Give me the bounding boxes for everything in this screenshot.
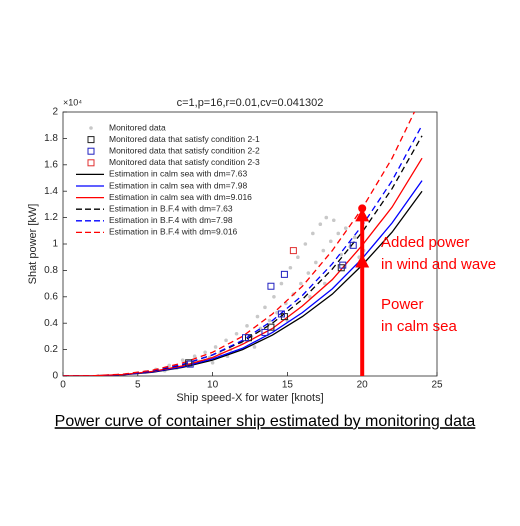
legend-label: Estimation in calm sea with dm=7.98 <box>109 180 247 190</box>
y-tick-label: 1.2 <box>44 212 58 223</box>
x-tick-label: 10 <box>207 380 219 391</box>
legend-label: Estimation in B.F.4 with dm=9.016 <box>109 227 238 237</box>
data-point <box>252 345 257 349</box>
condition-point <box>277 310 285 318</box>
data-point <box>331 218 336 223</box>
data-point <box>336 231 341 236</box>
data-point <box>272 295 276 299</box>
data-point <box>234 331 239 336</box>
x-tick-label: 0 <box>60 380 66 391</box>
data-point <box>275 310 279 315</box>
y-tick-label: 0.8 <box>44 265 58 276</box>
legend-label: Estimation in calm sea with dm=7.63 <box>109 169 247 179</box>
point-dot <box>358 258 367 267</box>
data-point <box>352 235 357 240</box>
estimation-line <box>63 135 423 376</box>
y-tick-label: 0 <box>52 371 58 382</box>
data-point <box>296 255 300 259</box>
annotation: Added power <box>381 234 469 251</box>
data-point <box>318 222 323 226</box>
legend-swatch <box>87 147 95 155</box>
y-tick-label: 1.6 <box>44 159 58 170</box>
data-point <box>279 281 284 286</box>
y-tick-label: 1.4 <box>44 186 58 197</box>
y-tick-label: 0.2 <box>44 344 58 355</box>
condition-point <box>267 282 275 290</box>
data-point <box>308 295 312 299</box>
condition-point <box>280 270 288 278</box>
data-point <box>314 260 318 265</box>
y-axis-label: Shat power [kW] <box>27 204 39 285</box>
annotation: in wind and wave <box>381 256 496 273</box>
data-point <box>324 215 329 220</box>
annotation: Power <box>381 296 424 313</box>
legend-label: Monitored data that satisfy condition 2-… <box>109 145 260 155</box>
data-point <box>203 350 207 355</box>
legend-label: Estimation in B.F.4 with dm=7.63 <box>109 203 233 213</box>
data-point <box>357 255 362 259</box>
chart-title: c=1,p=16,r=0.01,cv=0.041302 <box>177 97 324 109</box>
legend-label: Estimation in B.F.4 with dm=7.98 <box>109 215 233 225</box>
data-point <box>339 252 344 257</box>
annotation: in calm sea <box>381 318 458 335</box>
data-point <box>210 361 215 365</box>
condition-point <box>186 360 194 368</box>
point-dot <box>358 204 367 213</box>
condition-point <box>349 241 357 249</box>
data-point <box>299 281 303 286</box>
x-tick-label: 20 <box>357 380 369 391</box>
x-tick-label: 25 <box>431 380 443 391</box>
data-point <box>255 314 260 319</box>
data-point <box>328 239 333 244</box>
legend-label: Monitored data <box>109 122 166 132</box>
data-point <box>213 345 218 349</box>
condition-point <box>267 323 275 331</box>
legend-swatch <box>87 136 95 144</box>
data-point <box>224 338 228 343</box>
x-tick-label: 15 <box>282 380 294 391</box>
legend-label: Estimation in calm sea with dm=9.016 <box>109 192 252 202</box>
data-point <box>192 354 197 359</box>
condition-point <box>242 334 250 342</box>
y-exponent: ×10⁴ <box>63 97 82 107</box>
condition-point <box>185 359 193 367</box>
x-axis-label: Ship speed-X for water [knots] <box>176 392 323 404</box>
caption: Power curve of container ship estimated … <box>55 413 476 430</box>
y-tick-label: 2 <box>52 107 58 118</box>
legend-label: Monitored data that satisfy condition 2-… <box>109 134 260 144</box>
data-point <box>263 305 267 310</box>
arrow-head <box>355 208 370 222</box>
condition-point <box>261 328 269 336</box>
data-point <box>180 358 185 362</box>
y-tick-label: 1.8 <box>44 133 58 144</box>
data-point <box>311 231 315 236</box>
data-point <box>323 281 327 286</box>
condition-point <box>339 261 347 269</box>
y-tick-label: 1 <box>52 239 58 250</box>
legend-label: Monitored data that satisfy condition 2-… <box>109 157 260 167</box>
legend-swatch <box>87 159 95 167</box>
data-point <box>343 226 348 230</box>
data-point <box>288 265 293 270</box>
data-point <box>245 324 249 328</box>
data-point <box>306 271 311 275</box>
data-point <box>267 318 272 323</box>
data-point <box>303 242 308 246</box>
x-tick-label: 5 <box>135 380 141 391</box>
y-tick-label: 0.6 <box>44 291 58 302</box>
condition-point <box>289 247 297 255</box>
data-point <box>167 363 172 368</box>
data-point <box>321 248 326 253</box>
y-tick-label: 0.4 <box>44 318 58 329</box>
legend-swatch <box>89 126 93 130</box>
